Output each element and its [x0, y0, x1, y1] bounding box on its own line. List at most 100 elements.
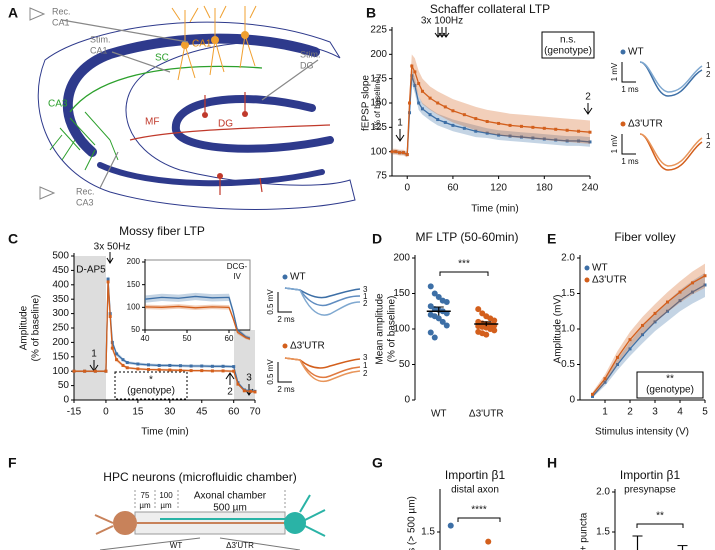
y-tick-label: 150 [52, 351, 69, 362]
diagram-label: MF [145, 117, 159, 128]
marker [157, 368, 161, 372]
marker [542, 126, 546, 130]
annotation: **** [471, 505, 487, 516]
y-tick-label: 450 [52, 265, 69, 276]
x-tick-label: 5 [702, 407, 708, 418]
annotation: DCG- [227, 262, 248, 271]
marker [121, 363, 125, 367]
marker [554, 138, 558, 142]
y-tick-label: 150 [393, 288, 410, 299]
marker [417, 82, 421, 86]
y-tick-label: 200 [52, 337, 69, 348]
marker [110, 346, 114, 350]
legend-marker [620, 121, 626, 127]
y-axis-label: fEPSP slope [361, 75, 372, 131]
marker [519, 135, 523, 139]
stat-box [636, 371, 704, 399]
marker [157, 363, 161, 367]
marker [703, 283, 707, 287]
legend-label: WT [592, 263, 608, 274]
y-tick-label: 500 [52, 251, 69, 262]
traces [277, 287, 361, 383]
marker [666, 309, 669, 313]
marker [641, 333, 644, 337]
scale-label: 1 mV [610, 62, 619, 81]
marker [703, 274, 707, 278]
y-tick-label: 50 [399, 359, 411, 370]
marker [136, 367, 140, 371]
annotation: 3 [246, 373, 252, 384]
x-tick-label: 0 [103, 407, 109, 418]
scale-label: 2 ms [277, 315, 294, 324]
x-tick-label: -15 [67, 407, 82, 418]
marker [420, 89, 424, 93]
marker [616, 355, 619, 359]
marker [641, 323, 644, 327]
marker [603, 380, 607, 384]
marker [390, 150, 394, 154]
marker [462, 113, 466, 117]
diagram-label: DG [218, 119, 233, 130]
traces [621, 61, 703, 171]
y-tick-label: 0 [404, 395, 410, 406]
marker [221, 364, 225, 368]
x-tick-label: 50 [183, 334, 192, 343]
diagram-label: CA1 [90, 45, 108, 55]
annotation: 1 [397, 118, 403, 129]
x-tick-label: 60 [225, 334, 234, 343]
chart-title: Schaffer collateral LTP [430, 2, 550, 16]
bracket [457, 517, 501, 522]
scale-label: 1 ms [621, 157, 638, 166]
trace-number: 2 [706, 70, 711, 79]
diagram-label: CA1 [52, 17, 70, 27]
diagram-label: CA3 [48, 99, 68, 110]
marker [210, 369, 214, 373]
y-tick-label: 125 [370, 122, 387, 133]
marker [508, 134, 512, 138]
marker [591, 394, 594, 398]
y-tick-label: 175 [370, 73, 387, 84]
point [491, 317, 498, 324]
chart-title: Fiber volley [614, 230, 675, 244]
annotation: ** [656, 511, 664, 522]
scale-label: 1 ms [621, 85, 638, 94]
x-tick-label: 0 [404, 183, 410, 194]
marker [485, 119, 489, 123]
annotation: (genotype) [127, 386, 175, 397]
y-axis-label: (% of baseline) [373, 76, 382, 130]
annotation: 1 [91, 349, 97, 360]
marker [462, 126, 466, 130]
line [392, 63, 591, 156]
y-tick-label: 50 [58, 380, 70, 391]
arrow [106, 252, 114, 264]
panel-label: H [547, 455, 557, 471]
diagram-label: Stim. [300, 49, 321, 59]
x-tick-label: 3 [652, 407, 658, 418]
y-axis-label: (% of baseline) [387, 296, 398, 363]
y-axis-label: + puncta [579, 512, 590, 550]
trace-number: 3 [363, 285, 368, 294]
marker [221, 369, 225, 373]
marker [577, 129, 581, 133]
x-tick-label: 1 [602, 407, 608, 418]
x-tick-label: 2 [627, 407, 633, 418]
chart-subtitle: distal axon [451, 485, 499, 496]
marker [232, 369, 236, 373]
trace-number: 2 [706, 141, 711, 150]
point [491, 327, 498, 334]
panel-label: F [8, 455, 17, 471]
marker [249, 389, 253, 393]
arrow [583, 103, 593, 115]
chart-subtitle: presynapse [624, 485, 676, 496]
marker [147, 367, 151, 371]
panel-label: C [8, 231, 18, 247]
marker [408, 101, 412, 105]
x-tick-label: 40 [141, 334, 150, 343]
x-tick-label: 70 [249, 407, 261, 418]
chart-title: Importin β1 [445, 468, 506, 482]
annotation: 2 [227, 387, 233, 398]
x-tick-label: 15 [132, 407, 144, 418]
legend-marker [584, 265, 590, 271]
y-tick-label: 100 [127, 302, 141, 311]
marker [125, 366, 129, 370]
